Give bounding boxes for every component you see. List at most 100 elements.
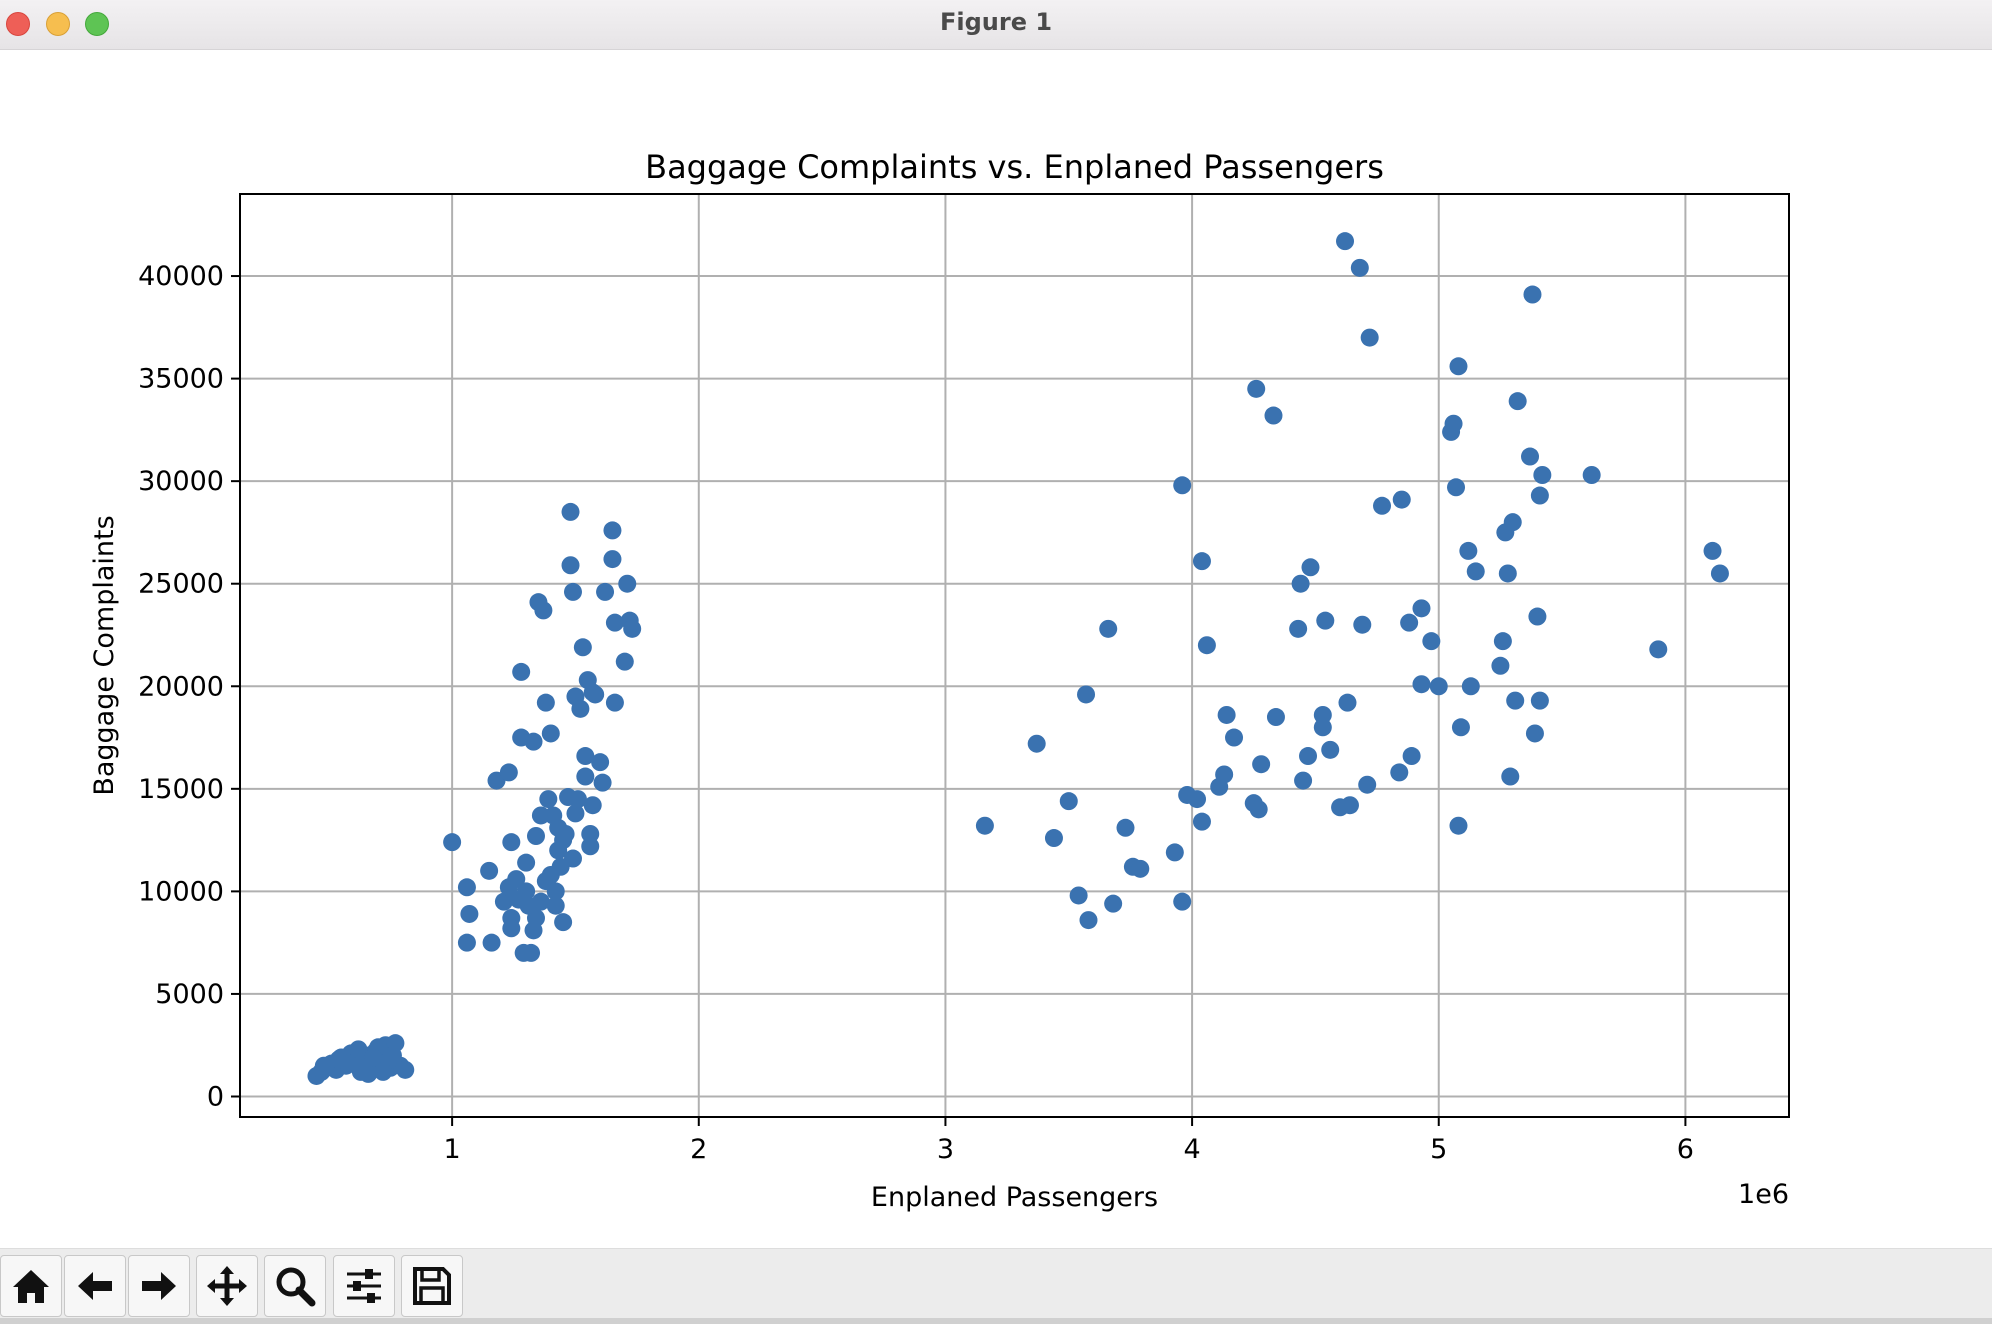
- data-point: [581, 824, 600, 843]
- data-point: [1528, 607, 1547, 626]
- close-window-button[interactable]: [6, 12, 30, 36]
- data-point: [531, 806, 550, 825]
- home-button[interactable]: [0, 1255, 62, 1317]
- data-point: [383, 1046, 402, 1065]
- data-point: [1192, 812, 1211, 831]
- y-tick-label: 20000: [138, 671, 224, 702]
- data-point: [1530, 486, 1549, 505]
- configure-subplots-icon: [347, 1269, 381, 1303]
- data-point: [568, 790, 587, 809]
- figure-canvas[interactable]: 1 2 3 4 5 6 0 5000 10000 15000 20000 25000 30000 3500…: [0, 50, 1992, 1248]
- data-point: [1252, 755, 1271, 774]
- window-title: Figure 1: [939, 8, 1053, 36]
- data-point: [1294, 771, 1313, 790]
- data-point: [1225, 728, 1244, 747]
- pan-button[interactable]: [196, 1255, 258, 1317]
- x-tick-label: 4: [1183, 1134, 1200, 1165]
- data-point: [603, 521, 622, 540]
- data-point: [480, 861, 499, 880]
- data-point: [605, 613, 624, 632]
- data-point: [1360, 328, 1379, 347]
- chart-title: Baggage Complaints vs. Enplaned Passenge…: [645, 148, 1384, 186]
- x-axis-offset-label: 1e6: [1738, 1179, 1789, 1210]
- data-point: [507, 870, 526, 889]
- data-point: [1321, 740, 1340, 759]
- data-point: [1459, 541, 1478, 560]
- data-point: [1249, 800, 1268, 819]
- back-button[interactable]: [64, 1255, 126, 1317]
- window-titlebar: Figure 1: [0, 0, 1992, 50]
- data-point: [561, 502, 580, 521]
- save-button[interactable]: [401, 1255, 463, 1317]
- data-point: [566, 804, 585, 823]
- configure-subplots-button[interactable]: [333, 1255, 395, 1317]
- data-point: [531, 892, 550, 911]
- zoom-icon: [276, 1267, 316, 1307]
- window-bottom-edge: [0, 1318, 1992, 1324]
- forward-arrow-icon: [142, 1272, 176, 1300]
- data-point: [349, 1040, 368, 1059]
- pan-icon: [207, 1266, 247, 1306]
- home-icon: [13, 1270, 49, 1303]
- data-point: [1247, 379, 1266, 398]
- data-point: [561, 556, 580, 575]
- data-point: [583, 796, 602, 815]
- x-tick-label: 1: [444, 1134, 461, 1165]
- data-point: [1710, 564, 1729, 583]
- data-point: [1503, 513, 1522, 532]
- data-point: [1582, 466, 1601, 485]
- data-point: [576, 747, 595, 766]
- data-point: [494, 892, 513, 911]
- data-point: [1104, 894, 1123, 913]
- data-point: [502, 919, 521, 938]
- data-point: [1217, 705, 1236, 724]
- axis-ticks: 1 2 3 4 5 6 0 5000 10000 15000 20000 25000 30000 3500…: [138, 261, 1694, 1165]
- data-point: [554, 831, 573, 850]
- data-point: [1506, 691, 1525, 710]
- data-point: [482, 933, 501, 952]
- data-point: [1340, 796, 1359, 815]
- zoom-button[interactable]: [264, 1255, 326, 1317]
- data-point: [1390, 763, 1409, 782]
- data-point: [554, 913, 573, 932]
- data-point: [396, 1060, 415, 1079]
- data-point: [539, 790, 558, 809]
- data-point: [1079, 911, 1098, 930]
- navigation-toolbar: [0, 1248, 1992, 1324]
- data-point: [460, 904, 479, 923]
- forward-button[interactable]: [128, 1255, 190, 1317]
- data-point: [603, 550, 622, 569]
- data-point: [1703, 541, 1722, 560]
- data-point: [1197, 636, 1216, 655]
- data-point: [1099, 619, 1118, 638]
- data-point: [1412, 675, 1431, 694]
- data-point: [1131, 859, 1150, 878]
- data-point: [618, 574, 637, 593]
- data-point: [1493, 632, 1512, 651]
- data-point: [1521, 447, 1540, 466]
- data-point: [526, 826, 545, 845]
- data-point: [1491, 656, 1510, 675]
- data-point: [1353, 615, 1372, 634]
- data-point: [1508, 392, 1527, 411]
- data-point: [581, 837, 600, 856]
- data-point: [1392, 490, 1411, 509]
- data-point: [499, 763, 518, 782]
- minimize-window-button[interactable]: [46, 12, 70, 36]
- back-arrow-icon: [78, 1272, 112, 1300]
- data-point: [563, 582, 582, 601]
- y-axis-label: Baggage Complaints: [89, 515, 120, 795]
- data-point: [1338, 693, 1357, 712]
- data-point: [576, 767, 595, 786]
- data-point: [563, 849, 582, 868]
- maximize-window-button[interactable]: [85, 12, 109, 36]
- data-point: [546, 896, 565, 915]
- data-point: [374, 1062, 393, 1081]
- x-tick-label: 5: [1430, 1134, 1447, 1165]
- y-tick-label: 0: [207, 1081, 224, 1112]
- data-point: [1027, 734, 1046, 753]
- data-point: [541, 724, 560, 743]
- data-point: [1264, 406, 1283, 425]
- data-point: [1466, 562, 1485, 581]
- data-point: [1116, 818, 1135, 837]
